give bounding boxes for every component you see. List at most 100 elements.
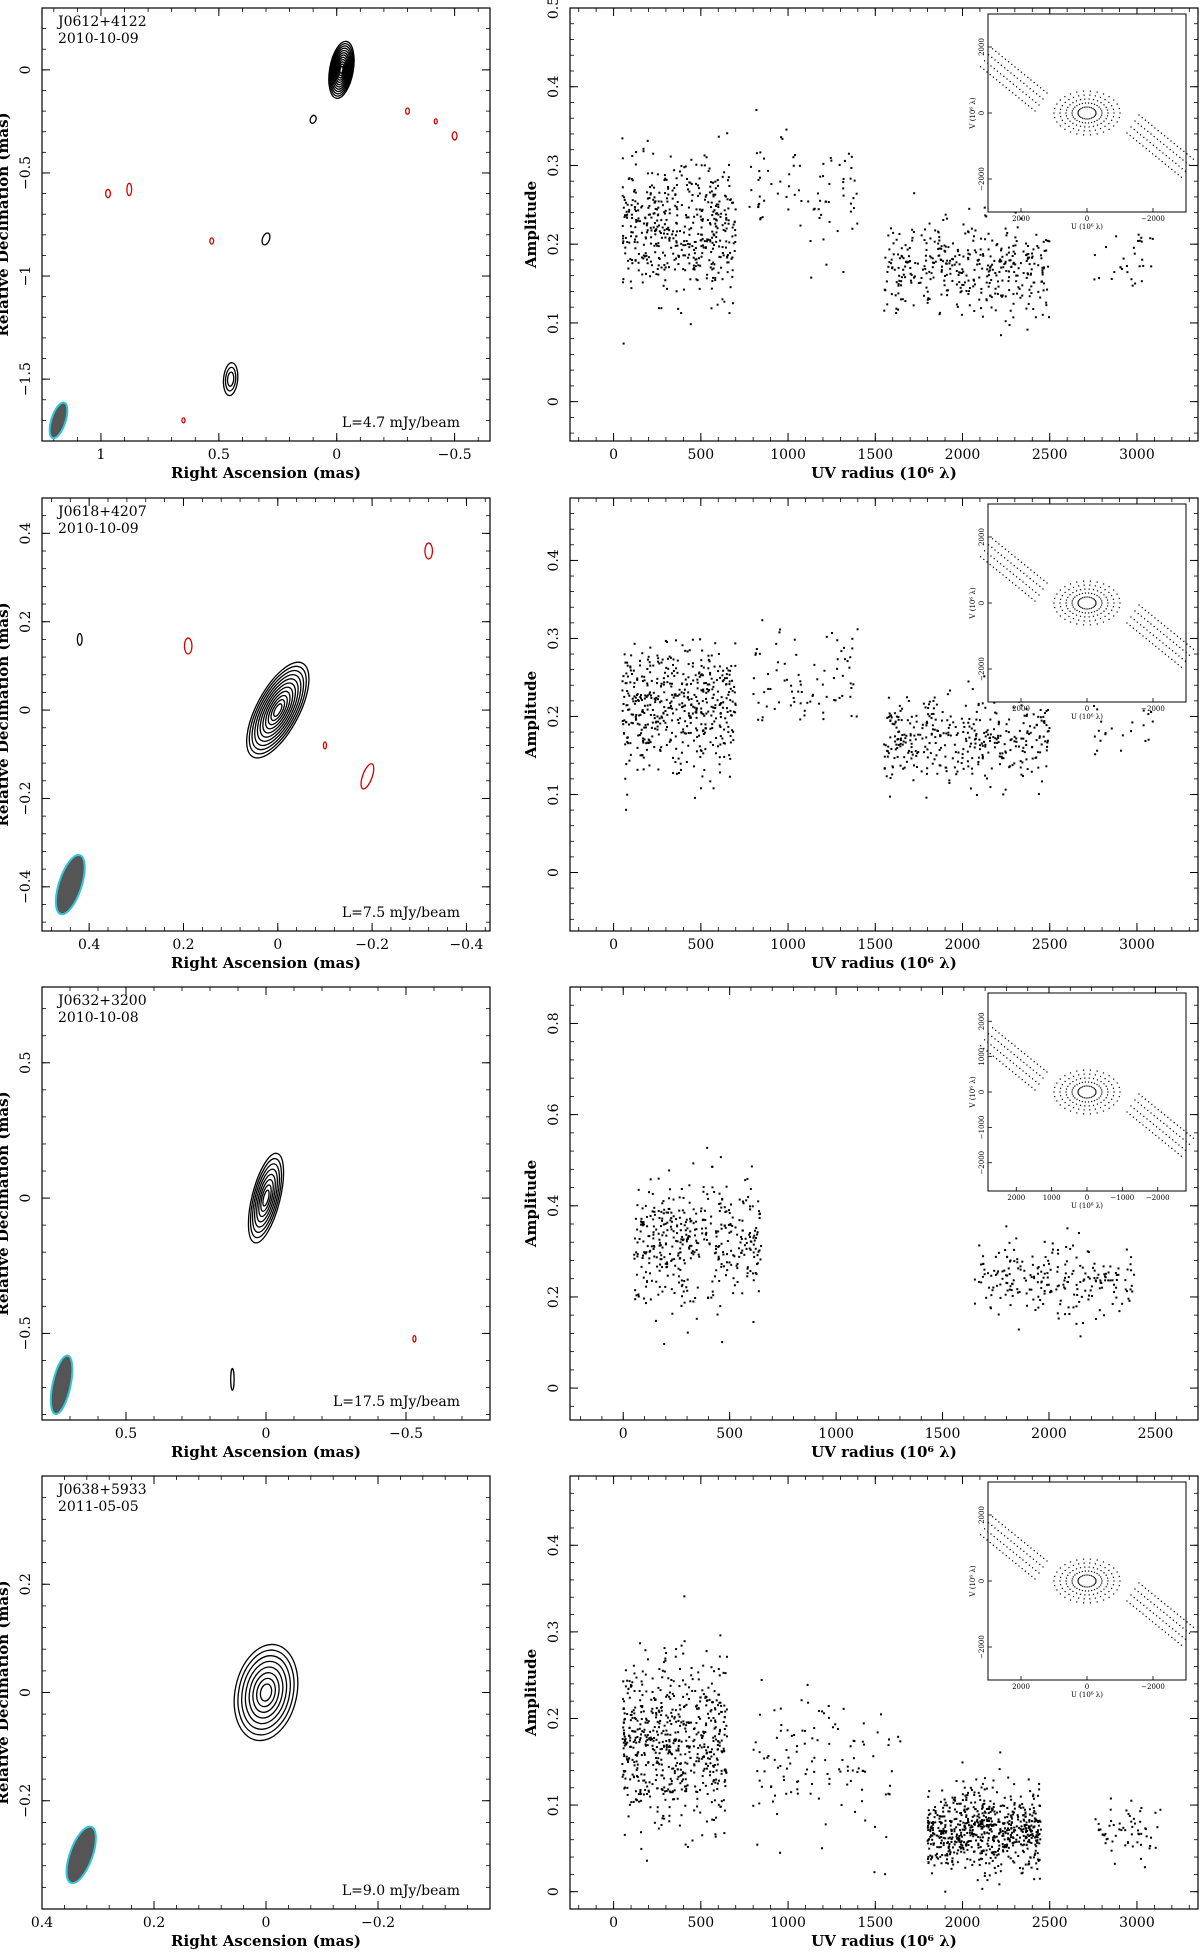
scatter-point bbox=[994, 287, 997, 290]
scatter-point bbox=[1101, 1286, 1104, 1289]
scatter-point bbox=[677, 1731, 680, 1734]
scatter-point bbox=[675, 240, 678, 243]
scatter-point bbox=[676, 1240, 679, 1243]
scatter-point bbox=[703, 682, 706, 685]
scatter-point bbox=[688, 246, 691, 249]
scatter-point bbox=[792, 156, 795, 159]
scatter-point bbox=[704, 198, 707, 201]
scatter-point bbox=[680, 174, 683, 177]
inset-y-tick-label: 1000 bbox=[978, 1048, 986, 1066]
uv-sample bbox=[1072, 1080, 1074, 1083]
scatter-point bbox=[849, 177, 852, 180]
scatter-point bbox=[1056, 1312, 1059, 1315]
uv-sample bbox=[1009, 1060, 1011, 1062]
scatter-point bbox=[660, 1787, 663, 1790]
scatter-point bbox=[749, 1270, 752, 1273]
scatter-point bbox=[1025, 276, 1028, 279]
scatter-point bbox=[693, 1809, 696, 1812]
scatter-point bbox=[1107, 1279, 1110, 1282]
y-tick-label: 0 bbox=[18, 706, 34, 715]
scatter-point bbox=[895, 238, 898, 241]
uv-sample bbox=[1112, 606, 1115, 608]
scatter-point bbox=[626, 213, 629, 216]
core-contour bbox=[262, 1189, 270, 1207]
scatter-point bbox=[700, 1746, 703, 1749]
uv-sample bbox=[1083, 608, 1085, 610]
scatter-point bbox=[1036, 1281, 1039, 1284]
scatter-point bbox=[674, 244, 677, 247]
scatter-point bbox=[1130, 1256, 1133, 1259]
scatter-point bbox=[679, 1241, 682, 1244]
uv-sample bbox=[1005, 87, 1007, 89]
scatter-point bbox=[1087, 1298, 1090, 1301]
uv-sample bbox=[1119, 602, 1121, 604]
uv-sample bbox=[1059, 615, 1061, 617]
uv-sample bbox=[1095, 113, 1097, 115]
uv-sample bbox=[1087, 1097, 1089, 1099]
scatter-point bbox=[665, 1234, 668, 1237]
scatter-point bbox=[1012, 261, 1015, 264]
scatter-point bbox=[642, 222, 645, 225]
scatter-point bbox=[644, 726, 647, 729]
uv-sample bbox=[1002, 574, 1004, 576]
scatter-point bbox=[652, 1233, 655, 1236]
uv-sample bbox=[1102, 1110, 1105, 1112]
scatter-point bbox=[624, 252, 627, 255]
scatter-point bbox=[1149, 237, 1152, 240]
y-axis-label: Relative Declination (mas) bbox=[0, 1091, 12, 1315]
uv-sample bbox=[1101, 1089, 1103, 1091]
scatter-point bbox=[671, 719, 674, 722]
scatter-point bbox=[753, 1229, 756, 1232]
uv-sample bbox=[1188, 164, 1190, 166]
scatter-point bbox=[716, 1743, 719, 1746]
scatter-point bbox=[931, 762, 934, 765]
uv-sample bbox=[1089, 620, 1091, 622]
scatter-point bbox=[666, 1265, 669, 1268]
scatter-point bbox=[1021, 1260, 1024, 1263]
scatter-point bbox=[1125, 265, 1128, 268]
plot-frame bbox=[41, 497, 491, 932]
scatter-point bbox=[721, 674, 724, 677]
uv-sample bbox=[1059, 108, 1062, 110]
scatter-point bbox=[1011, 1294, 1014, 1297]
scatter-point bbox=[842, 187, 845, 190]
scatter-point bbox=[644, 694, 647, 697]
uv-sample bbox=[1098, 118, 1100, 120]
scatter-point bbox=[992, 736, 995, 739]
scatter-point bbox=[687, 712, 690, 715]
uv-sample bbox=[1011, 553, 1013, 555]
scatter-point bbox=[713, 1190, 716, 1193]
scatter-point bbox=[714, 706, 717, 709]
scatter-point bbox=[1144, 739, 1147, 742]
scatter-point bbox=[1022, 250, 1025, 253]
uv-sample bbox=[1065, 109, 1068, 111]
uv-sample bbox=[1079, 589, 1082, 591]
scatter-point bbox=[657, 206, 660, 209]
scatter-point bbox=[685, 239, 688, 242]
inset-y-tick-label: 2000 bbox=[978, 528, 986, 546]
scatter-point bbox=[985, 215, 988, 218]
scatter-point bbox=[659, 1748, 662, 1751]
scatter-point bbox=[640, 1223, 643, 1226]
scatter-point bbox=[686, 725, 689, 728]
scatter-point bbox=[733, 685, 736, 688]
scatter-point bbox=[767, 673, 770, 676]
scatter-point bbox=[722, 1265, 725, 1268]
scatter-point bbox=[799, 224, 802, 227]
scatter-point bbox=[715, 240, 718, 243]
scatter-point bbox=[773, 707, 776, 710]
scatter-point bbox=[1004, 295, 1007, 298]
scatter-point bbox=[659, 1241, 662, 1244]
scatter-point bbox=[687, 188, 690, 191]
scatter-point bbox=[640, 206, 643, 209]
scatter-point bbox=[665, 218, 668, 221]
scatter-point bbox=[1011, 764, 1014, 767]
scatter-point bbox=[699, 1210, 702, 1213]
scatter-point bbox=[939, 311, 942, 314]
scatter-point bbox=[648, 204, 651, 207]
uv-sample bbox=[1022, 1070, 1024, 1072]
scatter-point bbox=[828, 220, 831, 223]
scatter-point bbox=[1022, 774, 1025, 777]
x-tick-label: 0.5 bbox=[208, 447, 230, 463]
scatter-point bbox=[1007, 1267, 1010, 1270]
